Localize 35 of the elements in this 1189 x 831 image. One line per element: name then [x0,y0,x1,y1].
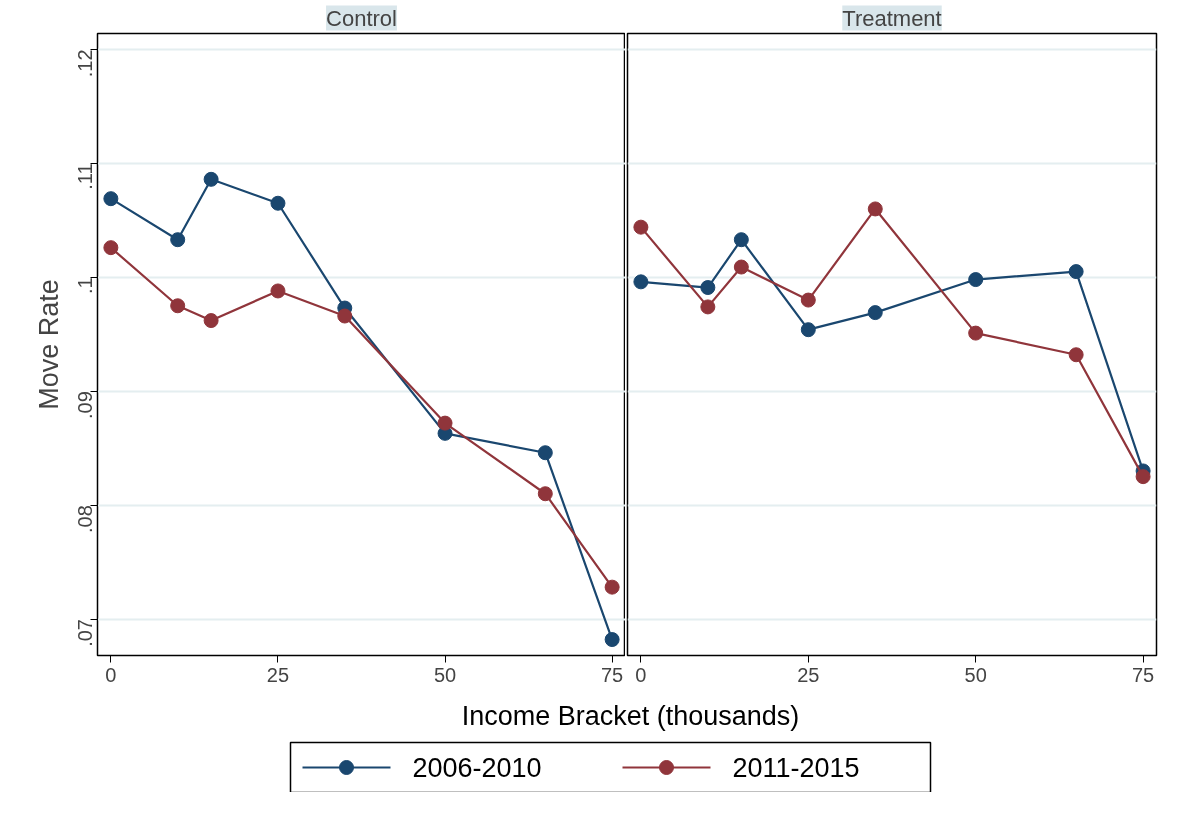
x-tick-label: 25 [266,663,290,686]
point [733,232,749,248]
legend-label: 2006-2010 [412,753,542,783]
point [1068,264,1084,280]
chart-title: Treatment [842,5,942,31]
point [633,219,649,235]
point [733,259,749,275]
point [633,274,649,290]
y-tick-label: .1 [74,277,97,294]
point [867,201,883,217]
y-tick-label: .11 [74,163,97,190]
chart-title: Control [326,5,397,31]
x-tick-label: 0 [105,663,117,686]
x-tick-label: 75 [1131,663,1155,686]
point [867,305,883,321]
point [700,299,716,315]
x-tick-label: 25 [797,663,820,686]
point [800,322,816,338]
x-tick-label: 75 [601,663,624,686]
x-tick-label: 0 [635,663,647,686]
x-axis-title: Income Bracket (thousands) [461,700,800,731]
point [968,325,984,341]
y-axis-title: Move Rate [33,279,64,410]
point [700,280,716,296]
y-tick-label: .07 [74,619,97,647]
x-tick-label: 50 [964,663,987,686]
y-tick-label: .12 [74,49,97,78]
point [800,292,816,308]
legend-label: 2011-2015 [732,753,860,783]
y-tick-label: .09 [74,391,97,420]
x-tick-label: 50 [433,663,457,686]
point [1135,469,1151,485]
point [968,272,984,288]
y-tick-label: .08 [74,505,97,533]
point [1068,347,1084,363]
